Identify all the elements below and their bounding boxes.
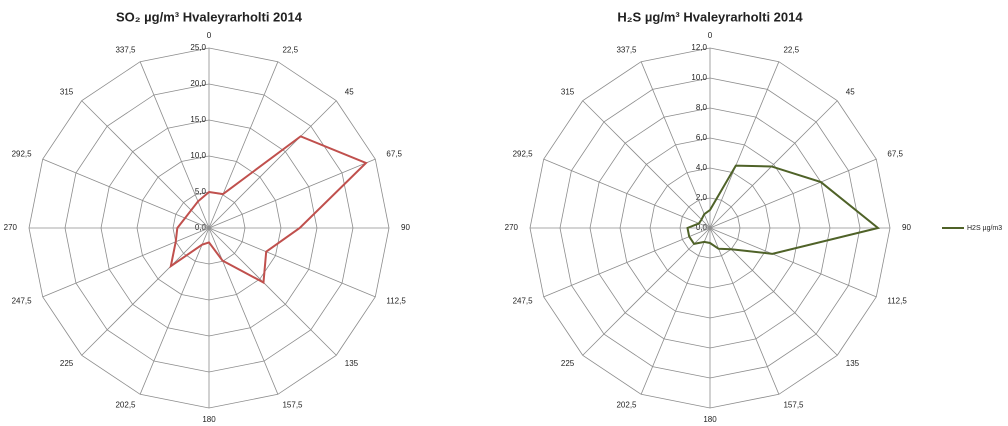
category-label: 157,5 [282,400,303,409]
y-tick-label: 10,0 [691,73,707,82]
category-label: 67,5 [386,150,402,159]
category-label: 337,5 [115,46,136,55]
category-label: 0 [708,31,713,40]
category-label: 180 [202,415,216,424]
spoke [709,227,780,395]
spoke [139,227,210,395]
y-tick-label: 5,0 [195,187,207,196]
spoke [582,227,711,356]
category-label: 315 [561,87,575,96]
spoke [81,227,210,356]
category-label: 67,5 [887,150,903,159]
category-label: 112,5 [386,297,406,306]
category-label: 112,5 [887,297,907,306]
category-label: 292,5 [12,150,33,159]
category-label: 45 [345,87,354,96]
y-tick-label: 6,0 [696,133,708,142]
category-label: 270 [505,223,519,232]
spoke [42,158,210,229]
y-tick-label: 8,0 [696,103,708,112]
spoke [709,61,780,229]
category-label: 225 [60,359,74,368]
category-label: 247,5 [513,297,534,306]
spoke [543,158,711,229]
series-line [686,164,881,255]
category-label: 22,5 [783,46,799,55]
category-label: 202,5 [115,400,136,409]
category-label: 135 [345,359,359,368]
y-tick-label: 2,0 [696,193,708,202]
y-tick-label: 15,0 [190,115,206,124]
chart-title: H₂S µg/m³ Hvaleyrarholti 2014 [617,9,803,24]
spoke [208,227,376,298]
category-label: 337,5 [616,46,637,55]
category-label: 315 [60,87,74,96]
category-label: 135 [846,359,860,368]
spoke [208,158,376,229]
category-label: 292,5 [513,150,534,159]
spoke [640,227,711,395]
y-tick-label: 20,0 [190,79,206,88]
category-label: 90 [401,223,410,232]
y-tick-label: 10,0 [190,151,206,160]
category-label: 270 [4,223,18,232]
spoke [208,61,279,229]
category-label: 90 [902,223,911,232]
y-tick-label: 4,0 [696,163,708,172]
spoke [42,227,210,298]
spoke [709,100,838,229]
spoke [640,61,711,229]
y-tick-label: 12,0 [691,43,707,52]
spoke [139,61,210,229]
spoke [208,227,279,395]
spoke [709,227,877,298]
category-label: 247,5 [12,297,33,306]
legend-label: H2S µg/m3 [967,225,1002,232]
category-label: 0 [207,31,212,40]
category-label: 45 [846,87,855,96]
series-line [169,135,368,285]
spoke [543,227,711,298]
category-label: 225 [561,359,575,368]
y-tick-label: 25,0 [190,43,206,52]
spoke [208,100,337,229]
spoke [208,227,337,356]
spoke [582,100,711,229]
spoke [81,100,210,229]
spoke [709,227,838,356]
spoke [709,158,877,229]
category-label: 157,5 [783,400,804,409]
category-label: 22,5 [282,46,298,55]
chart-title: SO₂ µg/m³ Hvaleyrarholti 2014 [116,9,303,24]
category-label: 202,5 [616,400,637,409]
category-label: 180 [703,415,717,424]
